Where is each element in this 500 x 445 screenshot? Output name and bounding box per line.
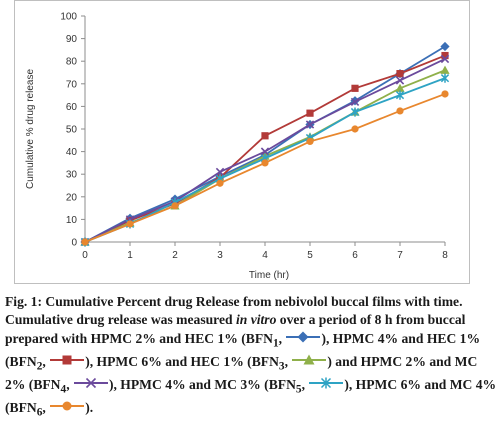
x-tick-label: 4 bbox=[262, 250, 268, 261]
legend-symbol-bfn6 bbox=[49, 399, 85, 418]
marker-x bbox=[395, 76, 405, 85]
marker-x bbox=[260, 147, 270, 156]
marker-circle bbox=[351, 125, 359, 133]
sub-1: 1 bbox=[273, 337, 279, 350]
desc-text-5: ) and HPMC 2% and MC 2% (BFN bbox=[5, 353, 478, 393]
x-tick-label: 8 bbox=[442, 250, 448, 261]
x-tick-label: 6 bbox=[352, 250, 358, 261]
desc-text-4: ), HPMC 6% and HEC 1% (BFN bbox=[85, 353, 279, 369]
legend-symbol-svg bbox=[286, 331, 321, 343]
y-tick-label: 0 bbox=[71, 238, 77, 249]
series-bfn6 bbox=[81, 90, 449, 246]
x-axis-label: Time (hr) bbox=[249, 270, 289, 281]
marker-circle bbox=[81, 238, 89, 246]
x-tick-label: 2 bbox=[172, 250, 178, 261]
marker-circle bbox=[62, 401, 72, 411]
x-tick-label: 3 bbox=[217, 250, 223, 261]
marker-x bbox=[305, 120, 315, 129]
x-tick-label: 7 bbox=[397, 250, 403, 261]
legend-symbol-bfn1 bbox=[285, 330, 321, 349]
marker-triangle bbox=[395, 83, 405, 92]
chart-container: Cumulative % drug release Time (hr) 0 10 2… bbox=[14, 0, 470, 284]
marker-x bbox=[85, 378, 97, 389]
marker-star bbox=[395, 90, 405, 100]
marker-circle bbox=[216, 179, 224, 187]
marker-square bbox=[306, 109, 314, 117]
sub-3: 3 bbox=[278, 360, 285, 373]
legend-symbol-bfn4 bbox=[73, 376, 109, 395]
sub-4: 4 bbox=[60, 383, 67, 396]
marker-x bbox=[440, 54, 450, 64]
desc-text-6: ), HPMC 4% and MC 3% (BFN bbox=[108, 377, 296, 393]
marker-circle bbox=[261, 159, 269, 167]
legend-symbol-svg bbox=[309, 377, 344, 389]
marker-triangle bbox=[303, 354, 315, 365]
y-tick-label: 20 bbox=[66, 192, 78, 203]
marker-x bbox=[350, 97, 360, 107]
x-tick-label: 1 bbox=[127, 250, 133, 261]
marker-diamond bbox=[297, 331, 309, 343]
marker-circle bbox=[306, 137, 314, 146]
desc-text-8: ). bbox=[85, 400, 94, 416]
y-tick-label: 90 bbox=[66, 34, 78, 45]
marker-square bbox=[441, 51, 449, 60]
series-layer bbox=[80, 41, 450, 247]
series-bfn1 bbox=[80, 41, 450, 247]
marker-square bbox=[396, 70, 404, 78]
y-tick-label: 60 bbox=[66, 102, 78, 113]
desc-in-vitro: in vitro bbox=[235, 312, 277, 328]
y-axis-label: Cumulative % drug release bbox=[25, 69, 36, 189]
legend-symbol-bfn3 bbox=[291, 353, 327, 372]
marker-star bbox=[321, 377, 332, 389]
axes: 0 10 20 30 40 50 60 70 80 90 100 0 1 2 3 4 5 6 7 8 bbox=[60, 12, 448, 262]
legend-symbol-bfn2 bbox=[49, 353, 85, 372]
desc-text-7: ), HPMC 6% and MC 4% (BFN bbox=[5, 377, 497, 416]
legend-symbol-svg bbox=[73, 378, 108, 389]
y-tick-label: 10 bbox=[66, 215, 78, 226]
sep-2: , bbox=[42, 353, 50, 369]
y-tick-label: 70 bbox=[66, 79, 78, 90]
figure-description: Cumulative drug release was measured in … bbox=[5, 311, 497, 422]
marker-square bbox=[351, 84, 359, 92]
marker-star bbox=[440, 73, 450, 83]
marker-square bbox=[62, 355, 72, 365]
marker-star bbox=[350, 107, 360, 117]
line-chart: Cumulative % drug release Time (hr) 0102… bbox=[25, 12, 450, 281]
sub-2: 2 bbox=[36, 360, 43, 373]
figure-caption: Fig. 1: Cumulative Percent drug Release … bbox=[5, 293, 497, 422]
desc-text-1: Cumulative drug release was measured bbox=[5, 312, 236, 328]
y-tick-label: 40 bbox=[66, 147, 78, 158]
sep-1: , bbox=[278, 330, 286, 346]
y-tick-label: 100 bbox=[60, 12, 77, 23]
marker-triangle bbox=[440, 65, 450, 74]
marker-circle bbox=[171, 202, 179, 210]
legend-symbol-bfn5 bbox=[308, 376, 344, 395]
marker-diamond bbox=[440, 41, 450, 52]
desc-text-3: ), HPMC 4% and HEC 1% (BFN bbox=[5, 330, 481, 369]
series-line bbox=[84, 93, 446, 243]
series-bfn4 bbox=[80, 54, 450, 247]
sep-5: , bbox=[301, 377, 309, 393]
y-tick-label: 50 bbox=[66, 125, 78, 136]
figure-title: Fig. 1: Cumulative Percent drug Release … bbox=[5, 294, 463, 309]
sub-5: 5 bbox=[295, 383, 302, 396]
sub-6: 6 bbox=[36, 406, 43, 419]
marker-x bbox=[215, 167, 225, 177]
desc-text-2: over a period of 8 h from buccal prepare… bbox=[5, 312, 466, 346]
x-tick-label: 0 bbox=[82, 250, 88, 261]
marker-circle bbox=[126, 220, 134, 228]
marker-circle bbox=[441, 90, 449, 98]
legend-symbol-svg bbox=[50, 401, 85, 411]
legend-symbol-svg bbox=[292, 354, 327, 365]
y-tick-label: 30 bbox=[66, 170, 78, 181]
marker-square bbox=[261, 132, 269, 140]
sep-6: , bbox=[42, 400, 50, 416]
y-tick-label: 80 bbox=[66, 57, 78, 68]
x-tick-label: 5 bbox=[307, 250, 313, 261]
sep-4: , bbox=[66, 377, 73, 393]
legend-symbol-svg bbox=[50, 355, 85, 365]
sep-3: , bbox=[284, 353, 292, 369]
marker-circle bbox=[396, 107, 404, 115]
